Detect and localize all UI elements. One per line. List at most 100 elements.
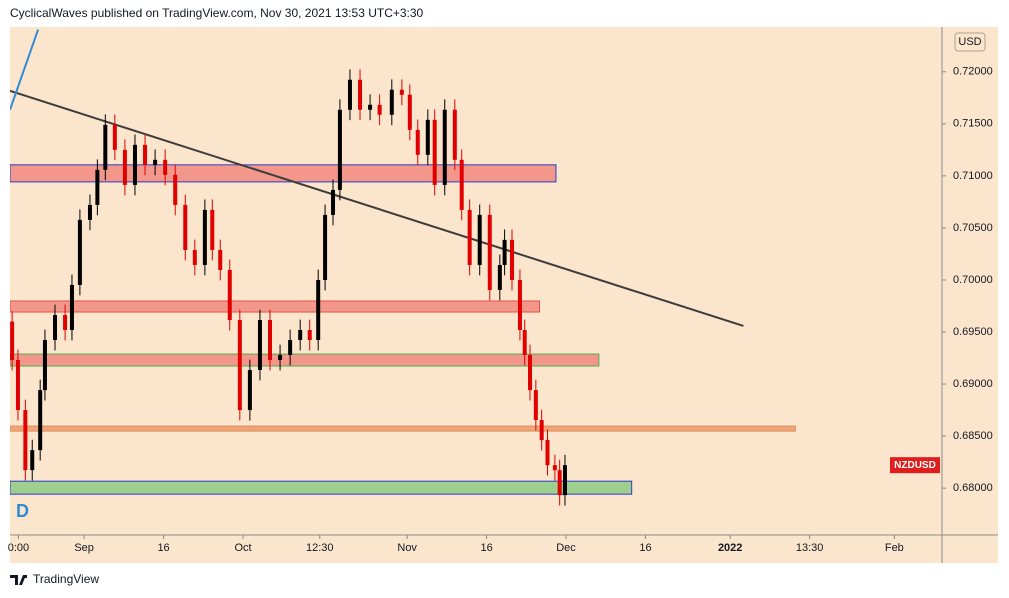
candle-body xyxy=(425,119,430,155)
candle-body xyxy=(337,109,342,190)
currency-box xyxy=(954,32,986,52)
candle-body xyxy=(53,315,58,341)
candle-body xyxy=(545,440,550,466)
x-tick-label: Oct xyxy=(234,542,251,554)
candle-body xyxy=(522,330,527,356)
candle-body xyxy=(415,129,420,155)
y-tick-label: 0.71500 xyxy=(953,118,993,130)
candle-body xyxy=(377,104,382,115)
candle-body xyxy=(307,330,312,341)
candle-body xyxy=(42,340,47,391)
candle-body xyxy=(202,209,207,265)
y-tick-label: 0.69000 xyxy=(953,378,993,390)
candle-body xyxy=(467,209,472,265)
candle-body xyxy=(63,315,68,331)
candle-body xyxy=(10,321,15,361)
candle-body xyxy=(210,209,215,250)
candle-body xyxy=(30,450,35,471)
candle-body xyxy=(539,420,544,441)
candle-body xyxy=(257,320,262,371)
candle-body xyxy=(477,214,482,265)
zone xyxy=(10,480,633,495)
x-tick-label: Dec xyxy=(556,542,576,554)
x-tick-label: 2022 xyxy=(718,542,742,554)
candle-body xyxy=(331,189,336,215)
candle-body xyxy=(122,149,127,185)
candle-body xyxy=(533,390,538,421)
candle-body xyxy=(288,340,293,356)
chart-background xyxy=(10,27,998,563)
candle-body xyxy=(528,355,533,391)
candle-body xyxy=(23,410,28,471)
trend-line xyxy=(10,89,744,327)
candle-body xyxy=(502,239,507,265)
candle-body xyxy=(237,320,242,411)
candle-body xyxy=(298,330,303,341)
candle-body xyxy=(407,94,412,130)
candle-body xyxy=(278,355,283,361)
y-tick-label: 0.70000 xyxy=(953,274,993,286)
plot-area xyxy=(10,29,796,506)
candle-body xyxy=(15,360,20,411)
x-tick-label: Nov xyxy=(397,542,417,554)
candle-body xyxy=(153,159,158,165)
candle-body xyxy=(552,465,557,471)
candle-body xyxy=(143,144,148,165)
y-tick-label: 0.71000 xyxy=(953,170,993,182)
candle-body xyxy=(247,370,252,411)
x-tick-label: 0:00 xyxy=(8,542,29,554)
footer: TradingView xyxy=(33,572,99,586)
candle-body xyxy=(347,79,352,110)
candle-body xyxy=(69,284,74,331)
currency: USD xyxy=(958,36,981,48)
candle-body xyxy=(368,104,373,110)
candle-body xyxy=(163,159,168,175)
x-tick-label: Sep xyxy=(74,542,94,554)
candle-body xyxy=(459,159,464,210)
candle-body xyxy=(487,214,492,290)
x-tick-label: 16 xyxy=(480,542,492,554)
candle-body xyxy=(562,465,567,496)
y-tick-label: 0.68000 xyxy=(953,482,993,494)
y-tick-label: 0.72000 xyxy=(953,66,993,78)
candle-body xyxy=(192,249,197,265)
candle-body xyxy=(497,264,502,290)
zone xyxy=(10,425,796,432)
x-tick-label: 16 xyxy=(639,542,651,554)
zone xyxy=(10,353,600,367)
x-tick-label: 13:30 xyxy=(796,542,824,554)
candle-body xyxy=(183,204,188,250)
zone xyxy=(10,164,557,183)
candle-body xyxy=(87,204,92,220)
candle-body xyxy=(316,279,321,341)
candle-body xyxy=(227,269,232,321)
candle-body xyxy=(218,249,223,270)
zone xyxy=(10,300,541,313)
candle-body xyxy=(510,239,515,280)
candle-body xyxy=(77,219,82,285)
candle-body xyxy=(103,124,108,170)
candle-body xyxy=(358,79,363,110)
candle-body xyxy=(442,109,447,185)
tv-logo xyxy=(10,575,27,585)
symbol-label: NZDUSD xyxy=(894,460,936,471)
candle-body xyxy=(389,89,394,115)
candle-body xyxy=(432,119,437,185)
candle-body xyxy=(517,279,522,331)
header: CyclicalWaves published on TradingView.c… xyxy=(10,6,424,20)
trend-line xyxy=(10,29,40,111)
y-tick-label: 0.68500 xyxy=(953,430,993,442)
candle-body xyxy=(268,320,273,361)
x-tick-label: 16 xyxy=(157,542,169,554)
y-tick-label: 0.70500 xyxy=(953,222,993,234)
candle-body xyxy=(173,174,178,205)
candle-body xyxy=(132,144,137,185)
candle-body xyxy=(557,470,562,496)
interval-label: D xyxy=(16,501,29,521)
x-tick-label: 12:30 xyxy=(306,542,334,554)
candle-body xyxy=(112,124,117,150)
candle-body xyxy=(95,169,100,205)
candle-body xyxy=(452,109,457,160)
